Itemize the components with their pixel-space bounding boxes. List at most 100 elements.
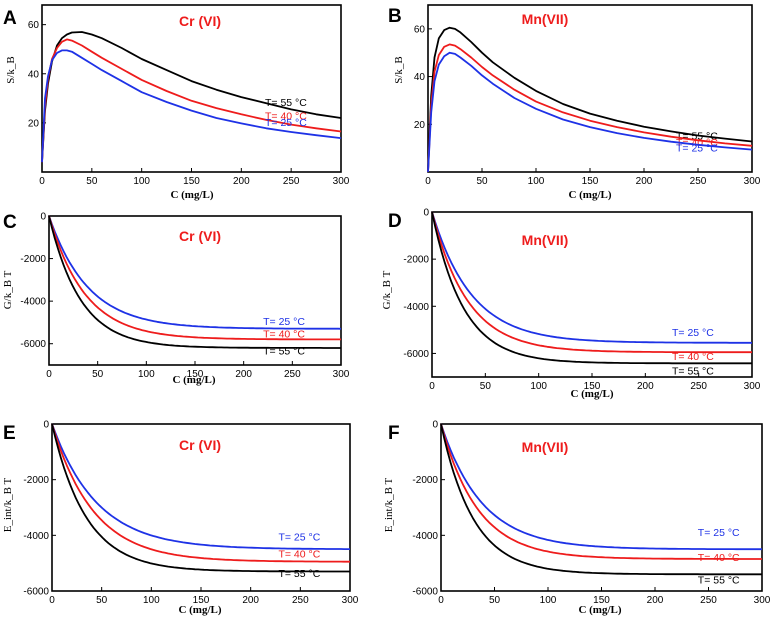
legend-label: T= 40 °C: [263, 329, 305, 341]
panel-c: C Cr (VI) 0 50 100 150 200 250 300 0 -2000 -4000 -60…: [2, 212, 350, 387]
legend-label: T= 40 °C: [265, 110, 307, 122]
x-tick-label: 150: [183, 176, 200, 187]
x-tick-label: 300: [744, 176, 761, 187]
legend-label: T= 40 °C: [672, 351, 714, 363]
x-tick-label: 150: [593, 595, 610, 606]
x-tick-label: 200: [233, 176, 250, 187]
chart-title: Cr (VI): [179, 228, 221, 244]
chart-title: Cr (VI): [179, 13, 221, 29]
series-line: [440, 423, 762, 551]
y-tick-label: -6000: [23, 587, 49, 598]
x-tick-label: 300: [342, 595, 359, 606]
panel-letter: D: [388, 211, 402, 232]
legend-label: T= 25 °C: [278, 532, 320, 544]
series-line: [431, 211, 752, 354]
x-tick-label: 250: [700, 595, 717, 606]
y-tick-label: -4000: [23, 531, 49, 542]
legend-label: T= 25 °C: [672, 327, 714, 339]
legend-label: T= 40 °C: [278, 548, 320, 560]
series-line: [427, 51, 753, 173]
x-tick-label: 250: [690, 176, 707, 187]
y-tick-label: 20: [28, 118, 40, 129]
y-tick-label: -6000: [412, 587, 438, 598]
legend-label: T= 55 °C: [698, 574, 740, 586]
y-tick-label: 0: [432, 420, 438, 431]
panel-f: F Mn(VII) 0 50 100 150 200 250 300 0 -2000 -4000 -60…: [383, 420, 771, 617]
panel-letter: F: [388, 423, 400, 444]
chart-title: Mn(VII): [522, 11, 569, 27]
y-tick-label: -2000: [20, 254, 46, 265]
y-axis-label: E_int/k_B T: [2, 477, 14, 532]
x-tick-label: 100: [138, 369, 155, 380]
y-tick-label: -4000: [403, 302, 429, 313]
x-tick-label: 0: [49, 595, 55, 606]
legend-label: T= 55 °C: [672, 365, 714, 377]
x-tick-label: 250: [283, 176, 300, 187]
panel-b: B Mn(VII) 0 50 100 150 200 250 300 20 40 60 C (mg/L)…: [388, 4, 761, 201]
y-tick-label: 0: [43, 420, 49, 431]
series-line: [440, 423, 762, 576]
x-tick-label: 50: [92, 369, 104, 380]
legend-label: T= 55 °C: [278, 568, 320, 580]
x-axis-label: C (mg/L): [170, 189, 213, 201]
x-tick-label: 200: [637, 381, 654, 392]
series-line: [51, 423, 350, 563]
x-tick-label: 200: [636, 176, 653, 187]
y-axis-label: S/k_B: [5, 56, 17, 84]
y-tick-label: -4000: [412, 531, 438, 542]
series-line: [48, 215, 341, 349]
panel-letter: A: [3, 8, 17, 29]
x-axis-label: C (mg/L): [578, 604, 621, 616]
x-axis-label: C (mg/L): [178, 604, 221, 616]
legend-label: T= 25 °C: [265, 117, 307, 129]
series-line: [41, 38, 342, 163]
series-line: [431, 211, 752, 344]
legend-label: T= 25 °C: [263, 316, 305, 328]
y-tick-label: -2000: [412, 475, 438, 486]
series-line: [51, 423, 350, 550]
x-tick-label: 50: [86, 176, 98, 187]
x-tick-label: 0: [425, 176, 431, 187]
series-line: [440, 423, 762, 560]
x-tick-label: 150: [582, 176, 599, 187]
y-axis-label: G/k_B T: [2, 270, 14, 309]
chart-title: Mn(VII): [522, 439, 569, 455]
x-tick-label: 50: [489, 595, 501, 606]
x-tick-label: 300: [754, 595, 771, 606]
legend-label: T= 25 °C: [698, 527, 740, 539]
x-tick-label: 0: [46, 369, 52, 380]
panel-e: E Cr (VI) 0 50 100 150 200 250 300 0 -2000 -4000 -60…: [2, 420, 359, 617]
y-tick-label: 0: [40, 212, 46, 223]
y-tick-label: 20: [414, 120, 426, 131]
x-tick-label: 300: [333, 176, 350, 187]
y-tick-label: -6000: [20, 339, 46, 350]
chart-title: Mn(VII): [522, 232, 569, 248]
series-line: [431, 211, 752, 365]
series-line: [41, 49, 342, 163]
panel-letter: B: [388, 6, 402, 27]
y-tick-label: -4000: [20, 297, 46, 308]
panel-d: D Mn(VII) 0 50 100 150 200 250 300 0 -2000 -4000 -60…: [381, 208, 761, 401]
series-line: [48, 215, 341, 341]
x-axis-label: C (mg/L): [172, 374, 215, 386]
x-tick-label: 250: [292, 595, 309, 606]
x-tick-label: 100: [530, 381, 547, 392]
y-tick-label: 0: [423, 208, 429, 219]
series-line: [48, 215, 342, 330]
series-line: [51, 423, 350, 573]
plot-frame: [440, 423, 763, 592]
y-tick-label: 40: [28, 69, 40, 80]
x-tick-label: 200: [647, 595, 664, 606]
y-axis-label: G/k_B T: [381, 270, 393, 309]
y-tick-label: -6000: [403, 349, 429, 360]
series-line: [427, 43, 753, 173]
legend-label: T= 40 °C: [698, 552, 740, 564]
x-tick-label: 200: [242, 595, 259, 606]
y-axis-label: E_int/k_B T: [383, 477, 395, 532]
x-tick-label: 150: [584, 381, 601, 392]
legend-label: T= 55 °C: [265, 97, 307, 109]
panel-letter: C: [3, 212, 17, 233]
panel-a: A Cr (VI) 0 50 100 150 200 250 300 20 40 60 C (mg/L)…: [3, 4, 350, 201]
x-tick-label: 100: [143, 595, 160, 606]
